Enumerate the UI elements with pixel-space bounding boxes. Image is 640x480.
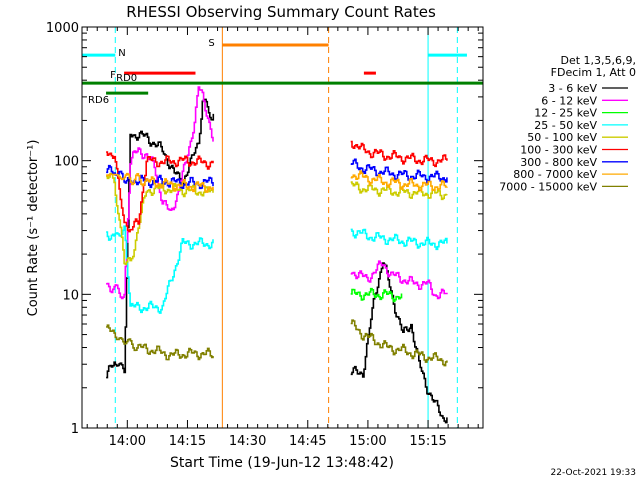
y-tick-label-2: 100	[54, 155, 79, 170]
series-line-3	[106, 225, 448, 314]
legend: Det 1,3,5,6,9,FDecim 1, Att 0 3 - 6 keV6 …	[499, 54, 636, 193]
flag-label-1: F	[110, 70, 116, 81]
flag-label-4: RD6	[88, 95, 109, 106]
x-tick-label-5: 15:15	[409, 434, 446, 449]
legend-label-2: 12 - 25 keV	[534, 107, 597, 120]
series-line-5	[106, 140, 448, 233]
y-tick-label-3: 1000	[46, 21, 79, 36]
legend-label-1: 6 - 12 keV	[541, 94, 597, 107]
legend-label-5: 100 - 300 keV	[520, 144, 597, 157]
legend-label-4: 50 - 100 keV	[527, 131, 597, 144]
flag-label-0: N	[118, 48, 125, 59]
series-line-8	[106, 319, 448, 367]
flag-label-2: S	[208, 38, 214, 49]
series-line-7	[106, 170, 448, 193]
x-tick-label-4: 15:00	[349, 434, 386, 449]
chart-title: RHESSI Observing Summary Count Rates	[126, 3, 436, 21]
legend-label-6: 300 - 800 keV	[520, 156, 597, 169]
x-tick-label-3: 14:45	[289, 434, 326, 449]
x-axis-label: Start Time (19-Jun-12 13:48:42)	[170, 455, 394, 471]
y-tick-label-1: 10	[62, 288, 79, 303]
y-axis-label: Count Rate (s⁻¹ detector⁻¹)	[26, 140, 41, 317]
x-axis: 14:00 14:15 14:30 14:45 15:00 15:15	[86, 27, 479, 449]
x-tick-label-1: 14:15	[169, 434, 206, 449]
x-tick-label-0: 14:00	[109, 434, 146, 449]
plot-content	[82, 27, 483, 428]
y-axis: 1 10 100 1000	[46, 21, 483, 437]
series-line-4	[106, 172, 448, 266]
flag-label-3: RD0	[116, 73, 137, 84]
plot-frame	[81, 26, 484, 429]
legend-label-0: 3 - 6 keV	[548, 82, 597, 95]
flag-labels: NF S RD0 RD6	[88, 38, 215, 106]
footer-date: 22-Oct-2021 19:33	[551, 468, 636, 478]
legend-label-7: 800 - 7000 keV	[513, 168, 597, 181]
series-line-0	[106, 98, 448, 424]
legend-label-8: 7000 - 15000 keV	[499, 180, 597, 193]
y-tick-label-0: 1	[71, 422, 79, 437]
plot-area: NF S RD0 RD6	[82, 27, 483, 428]
x-tick-label-2: 14:30	[229, 434, 266, 449]
legend-header-1: FDecim 1, Att 0	[551, 66, 636, 79]
legend-label-3: 25 - 50 keV	[534, 119, 597, 132]
legend-header-0: Det 1,3,5,6,9,	[560, 54, 636, 67]
